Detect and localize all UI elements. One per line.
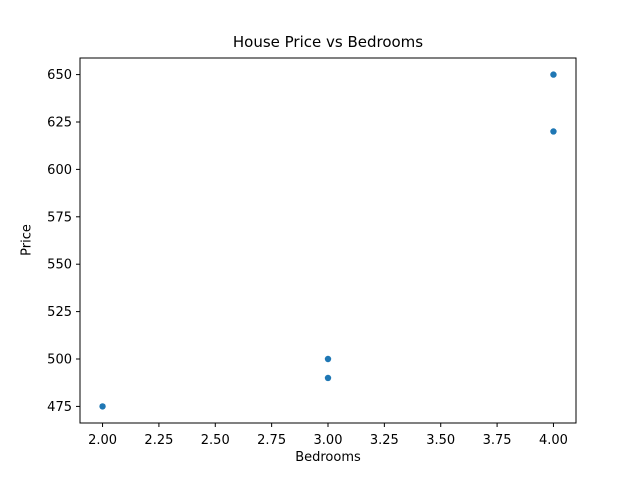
data-point (550, 71, 557, 78)
y-tick-label: 475 (47, 400, 72, 415)
chart-title: House Price vs Bedrooms (232, 33, 424, 51)
y-tick-label: 525 (47, 305, 72, 320)
y-tick-label: 600 (47, 163, 72, 178)
y-tick-label: 650 (47, 68, 72, 83)
y-tick-label: 550 (47, 258, 72, 273)
x-tick-label: 3.25 (370, 433, 399, 448)
y-tick-label: 575 (47, 210, 72, 225)
x-tick-label: 3.75 (483, 433, 512, 448)
x-tick-label: 3.00 (314, 433, 343, 448)
axes-frame (79, 57, 577, 424)
x-tick-label: 3.50 (426, 433, 455, 448)
x-tick-label: 2.75 (257, 433, 286, 448)
data-point (99, 403, 106, 410)
y-axis-label: Price (19, 224, 35, 256)
y-tick-label: 625 (47, 115, 72, 130)
x-tick-label: 2.25 (144, 433, 173, 448)
x-tick-label: 2.00 (88, 433, 117, 448)
x-tick-label: 2.50 (201, 433, 230, 448)
data-point (324, 374, 332, 382)
x-tick-label: 4.00 (539, 433, 568, 448)
x-axis-label: Bedrooms (295, 450, 361, 465)
data-point (550, 128, 557, 135)
data-point (324, 355, 332, 363)
y-tick-label: 500 (47, 353, 72, 368)
